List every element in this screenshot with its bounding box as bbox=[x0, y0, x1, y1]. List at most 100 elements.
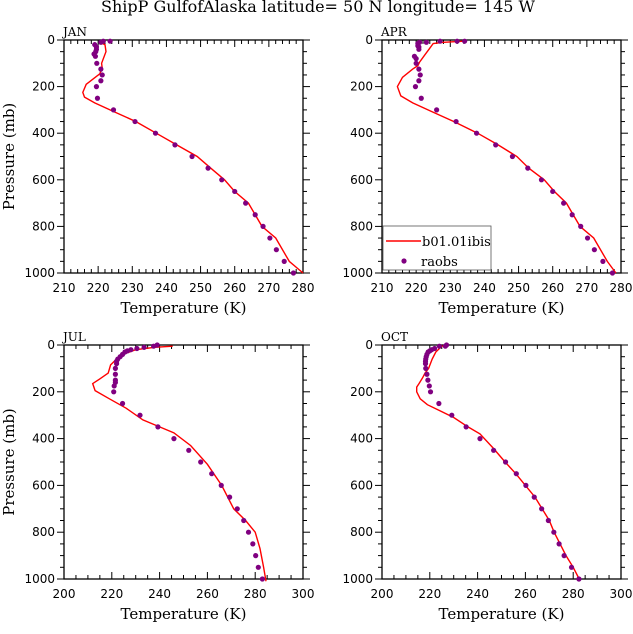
raobs-point bbox=[219, 177, 225, 183]
raobs-point bbox=[198, 459, 204, 465]
raobs-point bbox=[93, 84, 100, 90]
raobs-point bbox=[576, 576, 582, 582]
raobs-point bbox=[531, 494, 537, 500]
raobs-point bbox=[113, 361, 120, 367]
raobs-point bbox=[134, 345, 140, 352]
raobs-point bbox=[550, 188, 556, 195]
raobs-point bbox=[112, 371, 118, 377]
raobs-point bbox=[538, 177, 545, 183]
y-tick-label: 1000 bbox=[24, 572, 55, 586]
raobs-point bbox=[186, 447, 192, 453]
raobs-point bbox=[273, 247, 279, 253]
raobs-point bbox=[259, 576, 265, 582]
raobs-point bbox=[434, 107, 440, 113]
raobs-point bbox=[209, 471, 215, 477]
raobs-point bbox=[241, 517, 247, 524]
x-tick-label: 260 bbox=[541, 281, 564, 295]
plot-frame bbox=[381, 344, 622, 580]
raobs-point bbox=[473, 130, 480, 136]
x-tick-label: 210 bbox=[53, 281, 76, 295]
raobs-point bbox=[151, 343, 157, 349]
raobs-point bbox=[578, 223, 584, 229]
raobs-point bbox=[171, 436, 177, 442]
y-tick-label: 400 bbox=[350, 432, 373, 446]
y-axis-label: Pressure (mb) bbox=[0, 103, 18, 211]
raobs-point bbox=[92, 53, 99, 59]
raobs-point bbox=[425, 377, 431, 383]
y-tick-label: 800 bbox=[32, 525, 55, 539]
panel-label: JUL bbox=[61, 330, 86, 344]
raobs-point bbox=[502, 459, 509, 465]
raobs-point bbox=[525, 165, 531, 171]
raobs-point bbox=[132, 118, 138, 125]
raobs-point bbox=[189, 153, 195, 160]
raobs-point bbox=[591, 247, 597, 253]
legend-box bbox=[382, 225, 492, 271]
raobs-point bbox=[232, 188, 238, 195]
y-tick-label: 400 bbox=[32, 126, 55, 140]
raobs-point bbox=[227, 494, 233, 500]
raobs-point bbox=[423, 39, 429, 45]
model-line-apr bbox=[396, 40, 617, 274]
model-line-jul bbox=[91, 345, 267, 582]
raobs-point bbox=[436, 400, 442, 407]
raobs-point bbox=[418, 95, 424, 101]
raobs-point bbox=[111, 383, 117, 389]
raobs-point bbox=[413, 56, 419, 62]
raobs-point bbox=[412, 84, 419, 90]
raobs-point bbox=[94, 60, 100, 66]
raobs-point bbox=[449, 412, 455, 418]
x-tick-label: 260 bbox=[514, 587, 537, 601]
raobs-point bbox=[413, 60, 419, 66]
raobs-point bbox=[234, 506, 240, 512]
raobs-point bbox=[119, 400, 126, 407]
raobs-point bbox=[539, 506, 545, 512]
y-tick-label: 800 bbox=[350, 525, 373, 539]
x-tick-label: 280 bbox=[610, 281, 633, 295]
panel-jan: JAN 210 220 230 240 250 260 270 280 0 200 400 600 800… bbox=[0, 25, 314, 317]
x-tick-label: 200 bbox=[371, 587, 394, 601]
x-tick-label: 220 bbox=[87, 281, 110, 295]
figure-title: ShipP GulfofAlaska latitude= 50 N longit… bbox=[101, 0, 536, 16]
plot-frame bbox=[63, 344, 304, 580]
x-tick-label: 220 bbox=[418, 587, 441, 601]
y-tick-label: 600 bbox=[32, 173, 55, 187]
y-tick-label: 0 bbox=[365, 33, 373, 47]
panel-label: JAN bbox=[61, 25, 87, 39]
y-tick-label: 200 bbox=[350, 385, 373, 399]
y-tick-label: 200 bbox=[350, 80, 373, 94]
raobs-point bbox=[245, 529, 252, 535]
raobs-point bbox=[422, 361, 429, 367]
legend: b01.01ibis raobs bbox=[382, 225, 492, 271]
y-tick-label: 200 bbox=[32, 80, 55, 94]
y-tick-label: 800 bbox=[32, 219, 55, 233]
raobs-point bbox=[584, 235, 591, 241]
raobs-point bbox=[110, 107, 117, 113]
x-axis-label: Temperature (K) bbox=[439, 605, 565, 623]
panel-label: OCT bbox=[381, 330, 408, 344]
raobs-point bbox=[267, 235, 273, 241]
x-tick-label: 260 bbox=[223, 281, 246, 295]
raobs-point bbox=[462, 38, 468, 44]
x-axis-label: Temperature (K) bbox=[439, 299, 565, 317]
raobs-point bbox=[281, 258, 287, 264]
y-tick-label: 600 bbox=[32, 478, 55, 492]
raobs-point bbox=[112, 365, 118, 371]
raobs-point bbox=[509, 153, 516, 160]
x-axis-label: Temperature (K) bbox=[121, 299, 247, 317]
y-tick-label: 0 bbox=[365, 338, 373, 352]
y-tick-label: 400 bbox=[32, 432, 55, 446]
y-tick-label: 800 bbox=[350, 219, 373, 233]
y-tick-label: 600 bbox=[350, 478, 373, 492]
raobs-point bbox=[424, 371, 430, 377]
x-tick-label: 270 bbox=[575, 281, 598, 295]
y-tick-label: 0 bbox=[47, 33, 55, 47]
raobs-point bbox=[250, 541, 256, 547]
raobs-point bbox=[551, 529, 557, 535]
raobs-point bbox=[556, 541, 562, 547]
raobs-point bbox=[255, 564, 261, 570]
legend-marker-swatch bbox=[401, 258, 407, 264]
x-tick-label: 230 bbox=[121, 281, 144, 295]
raobs-point bbox=[463, 424, 469, 430]
raobs-point bbox=[98, 39, 104, 45]
